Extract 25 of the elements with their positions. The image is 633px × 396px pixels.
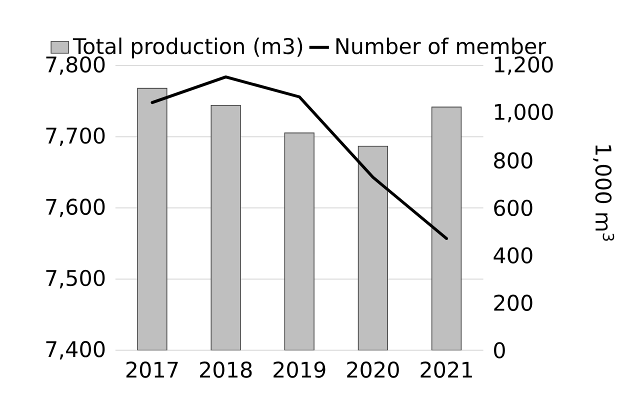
y-tick-label: 7,600	[46, 198, 105, 218]
x-tick-label: 2021	[420, 361, 472, 378]
x-tick-label: 2020	[347, 361, 399, 378]
y2-tick-label: 400	[494, 247, 532, 264]
y-tick-label: 7,400	[46, 340, 105, 360]
bar	[431, 106, 462, 350]
bar	[284, 132, 314, 350]
y2-tick-label: 600	[494, 200, 532, 216]
legend-label: Number of member	[336, 37, 546, 54]
bar	[137, 88, 168, 350]
line-series	[150, 75, 448, 240]
x-tick-label: 2017	[126, 361, 178, 378]
y-tick-label: 7,800	[46, 56, 105, 75]
bar	[358, 146, 388, 350]
y-tick-label: 7,500	[46, 270, 105, 288]
y2-tick-label: 1,000	[494, 104, 553, 122]
y-tick-label: 7,700	[46, 127, 105, 146]
bar	[210, 104, 241, 350]
y2-tick-label: 0	[494, 342, 505, 358]
y2-tick-label: 200	[494, 294, 532, 311]
y2-tick-label: 1,200	[494, 56, 553, 75]
x-tick-label: 2019	[274, 361, 326, 378]
x-tick-label: 2018	[200, 361, 252, 378]
y2-axis-title: 1,000 m$^{3}$	[593, 145, 614, 241]
y2-tick-label: 800	[494, 152, 532, 168]
